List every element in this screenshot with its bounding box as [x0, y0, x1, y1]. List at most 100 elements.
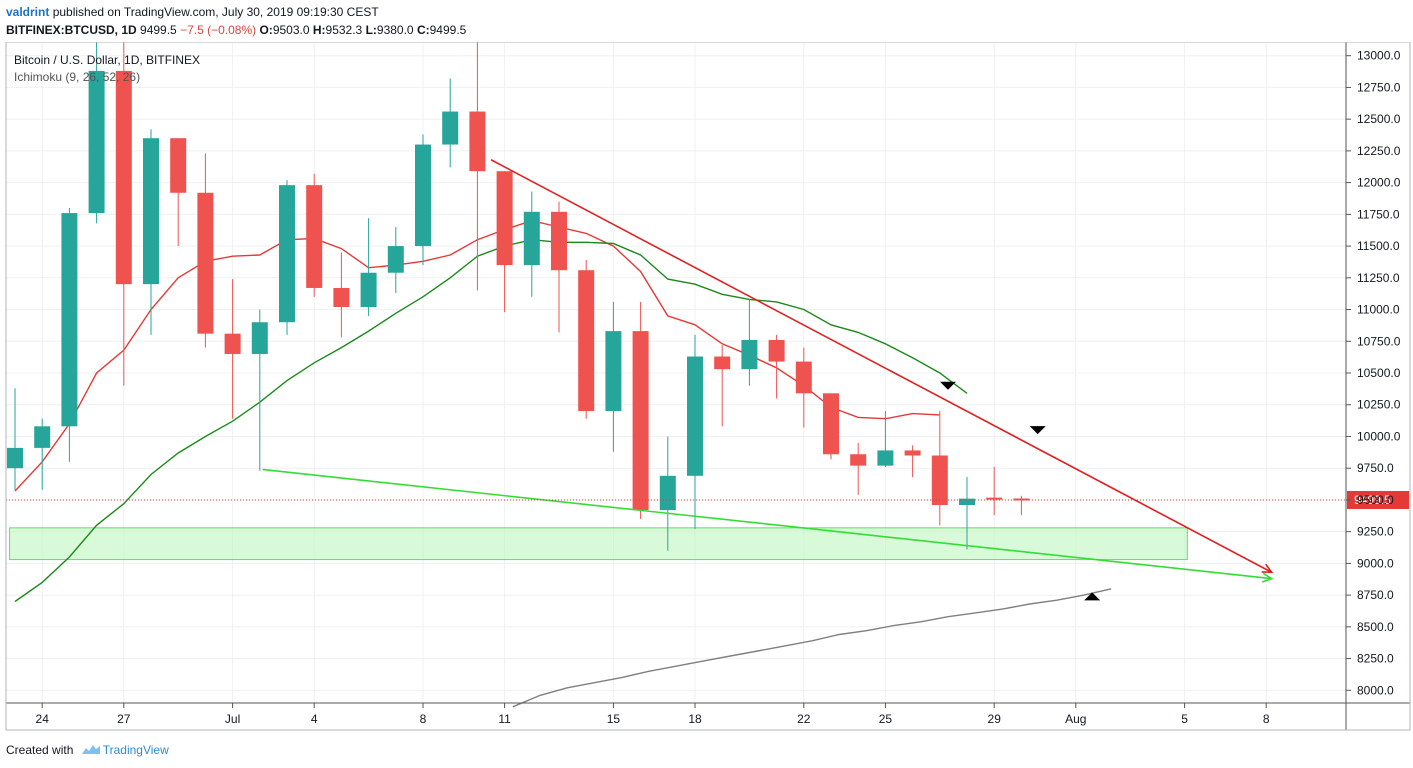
publish-text: published on TradingView.com, July 30, 2…	[52, 5, 379, 19]
candle-body	[387, 246, 404, 273]
candle[interactable]	[551, 201, 567, 333]
candle[interactable]	[578, 260, 595, 419]
price-tick-label: 8500.0	[1357, 620, 1394, 634]
time-tick-label: 24	[36, 712, 50, 726]
support-zone-rect[interactable]	[9, 527, 1188, 561]
candle[interactable]	[632, 301, 649, 519]
price-tick-label: 11750.0	[1357, 207, 1400, 221]
price-tick-label: 12750.0	[1357, 80, 1401, 94]
candle-body	[904, 450, 921, 456]
candle[interactable]	[469, 42, 486, 291]
time-tick-label: Jul	[225, 712, 240, 726]
resistance-trendline[interactable]	[490, 159, 1274, 574]
candle[interactable]	[605, 301, 622, 452]
candle[interactable]	[523, 191, 540, 297]
ohlc-header: BITFINEX:BTCUSD, 1D 9499.5 −7.5 (−0.08%)…	[6, 23, 466, 37]
time-tick-label: 11	[498, 712, 511, 726]
candle[interactable]	[1013, 495, 1030, 516]
time-tick-label: 18	[688, 712, 702, 726]
candle[interactable]	[415, 134, 431, 266]
candle[interactable]	[931, 411, 948, 526]
price-change: −7.5 (−0.08%)	[180, 23, 257, 37]
symbol-label: BITFINEX:BTCUSD, 1D	[6, 23, 137, 37]
candle-body	[333, 287, 350, 307]
candle[interactable]	[224, 279, 241, 419]
candle[interactable]	[496, 171, 513, 313]
candle[interactable]	[306, 173, 323, 297]
price-tick-label: 10250.0	[1357, 398, 1401, 412]
price-tick-label: 10750.0	[1357, 334, 1401, 348]
price-tick-label: 12250.0	[1357, 144, 1401, 158]
candle[interactable]	[387, 227, 404, 294]
candle[interactable]	[360, 218, 377, 316]
candle-body	[115, 70, 132, 285]
chart-axes: 8000.0 8250.0 8500.0 8750.0 9000.0 9250.0 9500…	[5, 42, 1411, 731]
candle-body	[197, 192, 214, 334]
time-tick-label: 22	[797, 712, 811, 726]
support-zone	[9, 527, 1188, 561]
candle-body	[959, 498, 975, 505]
candle[interactable]	[714, 345, 731, 427]
high-value: 9532.3	[325, 23, 363, 37]
candle-body	[687, 356, 703, 476]
candle[interactable]	[850, 442, 867, 495]
down-arrow-marker[interactable]	[939, 381, 956, 390]
candle[interactable]	[279, 180, 295, 335]
up-arrow-marker[interactable]	[1084, 592, 1101, 601]
candle[interactable]	[959, 477, 975, 550]
candle[interactable]	[877, 411, 894, 467]
chart-legend-instrument: Bitcoin / U.S. Dollar, 1D, BITFINEX	[14, 53, 200, 67]
time-tick-label: 5	[1181, 712, 1188, 726]
candle[interactable]	[442, 78, 459, 168]
time-tick-label: 8	[420, 712, 427, 726]
tradingview-logo-icon	[81, 745, 100, 754]
candle-body	[551, 211, 567, 271]
chart-legend-indicator[interactable]: Ichimoku (9, 26, 52, 26)	[14, 70, 140, 84]
candle[interactable]	[687, 334, 703, 530]
created-with-text: Created with	[6, 743, 74, 757]
candle-body	[61, 213, 78, 427]
candle[interactable]	[34, 418, 51, 490]
candle[interactable]	[768, 334, 785, 399]
time-tick-label: 27	[117, 712, 131, 726]
candle-body	[931, 455, 948, 505]
candle[interactable]	[986, 466, 1003, 516]
candle[interactable]	[741, 299, 758, 386]
candle[interactable]	[88, 42, 105, 224]
candle-body	[795, 361, 812, 394]
down-arrow-marker[interactable]	[1029, 426, 1046, 435]
support-trendline[interactable]	[262, 468, 1274, 583]
footer: Created with TradingView	[6, 743, 169, 757]
candle[interactable]	[61, 208, 78, 462]
publish-info: valdrint published on TradingView.com, J…	[6, 5, 379, 19]
candle[interactable]	[7, 388, 23, 490]
candle-body	[768, 340, 785, 362]
open-value: 9503.0	[272, 23, 310, 37]
price-tick-label: 10500.0	[1357, 366, 1401, 380]
candle[interactable]	[659, 436, 676, 551]
candle[interactable]	[251, 309, 268, 471]
author-name[interactable]: valdrint	[6, 5, 50, 19]
candle[interactable]	[333, 252, 350, 338]
candle[interactable]	[143, 129, 159, 335]
candle[interactable]	[795, 347, 812, 428]
candle-body	[442, 111, 459, 145]
last-price-tag-label: 9499.5	[1354, 493, 1391, 507]
chart-grid	[6, 43, 1346, 703]
price-tick-label: 9250.0	[1357, 525, 1394, 539]
tradingview-brand[interactable]: TradingView	[102, 743, 169, 757]
candle[interactable]	[170, 138, 187, 247]
candle[interactable]	[823, 393, 839, 460]
candle[interactable]	[197, 153, 214, 348]
price-tick-label: 13000.0	[1357, 49, 1401, 63]
time-tick-label: Aug	[1065, 712, 1086, 726]
candle-body	[7, 447, 23, 469]
candle[interactable]	[904, 445, 921, 478]
candle-body	[850, 454, 867, 466]
candle-body	[714, 356, 731, 370]
candle-body	[251, 322, 268, 354]
candle[interactable]	[115, 42, 132, 386]
candlestick-series	[7, 42, 1030, 551]
price-chart[interactable]: 9499.5 8000.0 8250.0 8500.0 8750.0 9000.0 925…	[0, 42, 1413, 732]
candle-body	[34, 426, 51, 448]
